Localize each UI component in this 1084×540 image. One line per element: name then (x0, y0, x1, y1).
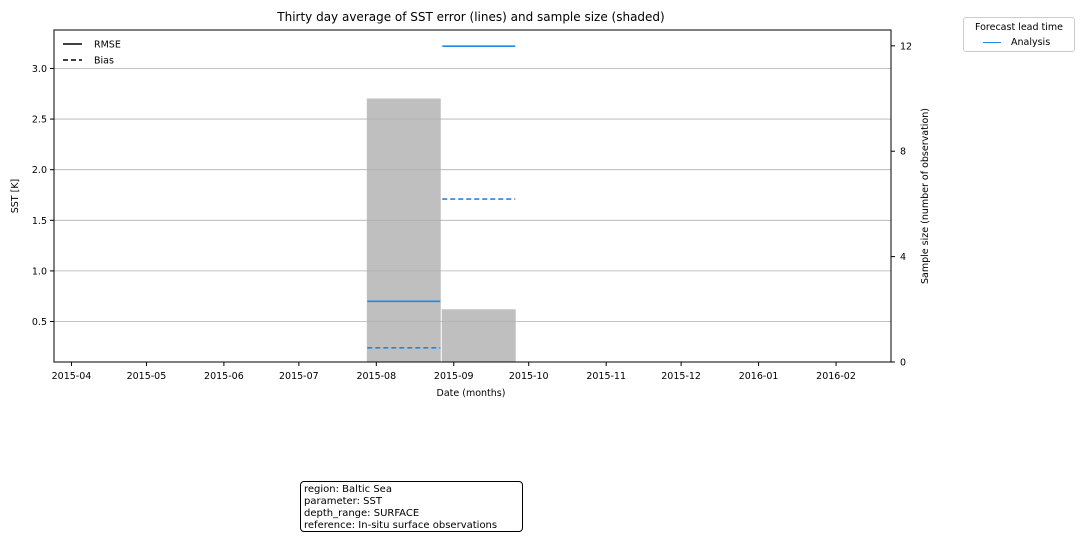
y2-tick-label: 0 (900, 358, 906, 369)
x-tick-label: 2015-05 (127, 371, 167, 382)
error-lines (367, 45, 516, 349)
style-legend-label-rmse: RMSE (94, 40, 121, 51)
x-tick-label: 2015-06 (204, 371, 244, 382)
x-tick-label: 2015-08 (356, 371, 396, 382)
gridlines (54, 68, 891, 322)
x-tick-label: 2016-01 (739, 371, 779, 382)
y-tick-label: 1.5 (32, 216, 47, 227)
style-legend: RMSE Bias (63, 40, 121, 67)
x-tick-label: 2015-07 (279, 371, 319, 382)
info-reference: reference: In-situ surface observations (304, 520, 498, 531)
y-axis-label: SST [K] (10, 179, 21, 214)
y-tick-label: 3.0 (32, 64, 47, 75)
y-tick-label: 0.5 (32, 317, 47, 328)
chart-title: Thirty day average of SST error (lines) … (276, 10, 664, 24)
y2-tick-label: 12 (900, 41, 912, 52)
series-legend: Forecast lead time Analysis (963, 17, 1075, 52)
sample-bar-1 (366, 98, 441, 362)
info-region: region: Baltic Sea (304, 484, 392, 495)
info-depth-range: depth_range: SURFACE (304, 508, 420, 519)
x-tick-label: 2015-04 (52, 371, 92, 382)
y-axis-right: 0 4 8 12 (891, 41, 912, 369)
y2-tick-label: 4 (900, 252, 906, 263)
x-axis: 2015-04 2015-05 2015-06 2015-07 2015-08 2015-… (52, 362, 856, 382)
y-axis-left: 0.5 1.0 1.5 2.0 2.5 3.0 (32, 64, 54, 328)
info-parameter: parameter: SST (304, 496, 382, 507)
x-tick-label: 2015-12 (661, 371, 701, 382)
x-axis-label: Date (months) (437, 388, 506, 399)
x-tick-label: 2015-09 (434, 371, 474, 382)
x-tick-label: 2015-11 (586, 371, 626, 382)
info-box: region: Baltic Sea parameter: SST depth_… (300, 481, 523, 532)
y2-tick-label: 8 (900, 147, 906, 158)
y-tick-label: 1.0 (32, 266, 47, 277)
x-tick-label: 2016-02 (816, 371, 856, 382)
sample-size-bars (366, 98, 516, 362)
y-tick-label: 2.0 (32, 165, 47, 176)
x-tick-label: 2015-10 (509, 371, 549, 382)
plot-frame (53, 29, 892, 363)
y2-axis-label: Sample size (number of observation) (920, 108, 931, 284)
legend-label-analysis: Analysis (1011, 37, 1051, 48)
series-legend-title: Forecast lead time (974, 22, 1064, 33)
legend-swatch-analysis (983, 42, 1001, 43)
y-tick-label: 2.5 (32, 115, 47, 126)
style-legend-label-bias: Bias (94, 56, 114, 67)
sample-bar-2 (441, 309, 516, 362)
